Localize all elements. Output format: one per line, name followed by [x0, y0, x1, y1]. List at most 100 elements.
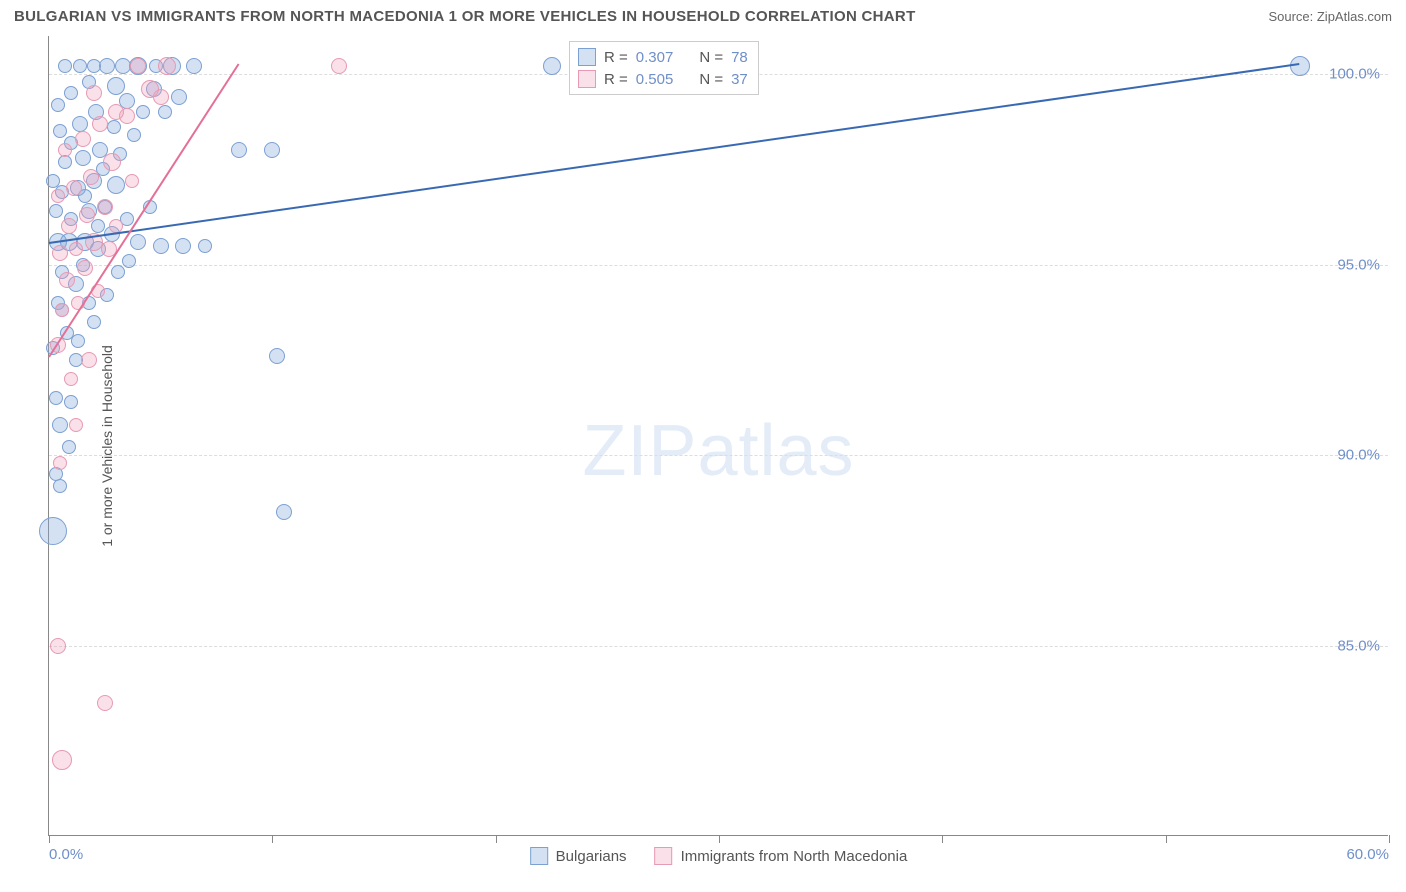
data-point: [69, 418, 83, 432]
data-point: [97, 695, 113, 711]
data-point: [81, 352, 97, 368]
data-point: [61, 218, 77, 234]
data-point: [58, 143, 72, 157]
data-point: [46, 174, 60, 188]
x-tick: [1166, 835, 1167, 843]
data-point: [52, 245, 68, 261]
data-point: [51, 98, 65, 112]
data-point: [107, 176, 125, 194]
data-point: [122, 254, 136, 268]
data-point: [53, 456, 67, 470]
watermark-atlas: atlas: [697, 411, 854, 491]
data-point: [77, 260, 93, 276]
data-point: [72, 116, 88, 132]
data-point: [264, 142, 280, 158]
data-point: [175, 238, 191, 254]
data-point: [69, 242, 83, 256]
source-link[interactable]: ZipAtlas.com: [1317, 9, 1392, 24]
series-legend-item: Bulgarians: [530, 847, 627, 865]
data-point: [64, 372, 78, 386]
data-point: [86, 85, 102, 101]
data-point: [97, 199, 113, 215]
legend-swatch: [578, 48, 596, 66]
watermark: ZIPatlas: [582, 410, 854, 492]
data-point: [92, 116, 108, 132]
y-tick-label: 100.0%: [1329, 66, 1380, 83]
data-point: [52, 750, 72, 770]
data-point: [87, 315, 101, 329]
data-point: [111, 265, 125, 279]
data-point: [62, 440, 76, 454]
chart-title: BULGARIAN VS IMMIGRANTS FROM NORTH MACED…: [14, 8, 916, 25]
data-point: [49, 204, 63, 218]
legend-r-value: 0.307: [636, 49, 674, 66]
y-tick-label: 85.0%: [1337, 637, 1380, 654]
legend-r-label: R =: [604, 71, 628, 88]
data-point: [107, 77, 125, 95]
data-point: [75, 150, 91, 166]
scatter-plot: ZIPatlas 85.0%90.0%95.0%100.0%0.0%60.0%R…: [48, 36, 1388, 836]
data-point: [83, 169, 99, 185]
series-legend-label: Immigrants from North Macedonia: [681, 848, 908, 865]
legend-swatch: [530, 847, 548, 865]
data-point: [130, 58, 146, 74]
legend-r-label: R =: [604, 49, 628, 66]
x-tick: [1389, 835, 1390, 843]
data-point: [198, 239, 212, 253]
data-point: [91, 219, 105, 233]
data-point: [125, 174, 139, 188]
data-point: [331, 58, 347, 74]
data-point: [171, 89, 187, 105]
data-point: [71, 334, 85, 348]
series-legend-label: Bulgarians: [556, 848, 627, 865]
data-point: [75, 131, 91, 147]
x-tick: [272, 835, 273, 843]
legend-r-value: 0.505: [636, 71, 674, 88]
data-point: [52, 417, 68, 433]
data-point: [59, 272, 75, 288]
data-point: [50, 638, 66, 654]
data-point: [107, 120, 121, 134]
legend-n-label: N =: [699, 71, 723, 88]
x-tick-label: 0.0%: [49, 846, 83, 863]
series-legend: Bulgarians Immigrants from North Macedoni…: [530, 847, 908, 865]
data-point: [58, 59, 72, 73]
data-point: [136, 105, 150, 119]
data-point: [115, 58, 131, 74]
data-point: [543, 57, 561, 75]
watermark-zip: ZIP: [582, 411, 697, 491]
data-point: [130, 234, 146, 250]
y-tick-label: 90.0%: [1337, 447, 1380, 464]
data-point: [276, 504, 292, 520]
series-legend-item: Immigrants from North Macedonia: [655, 847, 908, 865]
data-point: [153, 89, 169, 105]
gridline: [49, 455, 1388, 456]
data-point: [103, 153, 121, 171]
y-tick-label: 95.0%: [1337, 256, 1380, 273]
gridline: [49, 646, 1388, 647]
data-point: [127, 128, 141, 142]
legend-swatch: [655, 847, 673, 865]
data-point: [39, 517, 67, 545]
data-point: [64, 86, 78, 100]
legend-n-value: 37: [731, 71, 748, 88]
x-tick-label: 60.0%: [1346, 846, 1389, 863]
data-point: [158, 57, 176, 75]
data-point: [231, 142, 247, 158]
data-point: [99, 58, 115, 74]
data-point: [51, 189, 65, 203]
data-point: [55, 303, 69, 317]
data-point: [87, 59, 101, 73]
data-point: [186, 58, 202, 74]
data-point: [53, 124, 67, 138]
data-point: [49, 391, 63, 405]
legend-n-label: N =: [699, 49, 723, 66]
data-point: [79, 207, 95, 223]
gridline: [49, 265, 1388, 266]
stats-legend: R = 0.307 N = 78 R = 0.505 N = 37: [569, 41, 759, 95]
legend-n-value: 78: [731, 49, 748, 66]
data-point: [1290, 56, 1310, 76]
data-point: [73, 59, 87, 73]
data-point: [64, 395, 78, 409]
data-point: [53, 479, 67, 493]
